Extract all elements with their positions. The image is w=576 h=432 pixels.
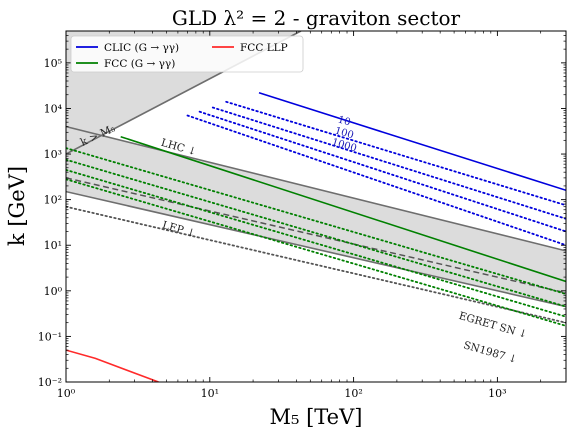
x-tick-label: 10⁰ [57, 387, 76, 400]
legend-label: CLIC (G → γγ) [104, 42, 179, 54]
x-axis-title: M₅ [TeV] [270, 405, 363, 429]
y-tick-label: 10³ [44, 148, 62, 161]
series-line-4 [66, 205, 566, 324]
x-tick-label: 10³ [488, 387, 506, 400]
series-line-11 [66, 147, 566, 295]
legend-label: FCC LLP [240, 42, 288, 54]
series-line-14 [66, 178, 566, 327]
x-tick-label: 10² [344, 387, 362, 400]
annotation-6: 100 [333, 126, 354, 142]
series-line-10 [120, 135, 566, 283]
series-line-6 [225, 100, 566, 207]
plot-area [66, 31, 566, 382]
y-tick-label: 10¹ [44, 239, 62, 252]
y-tick-label: 10⁻² [38, 376, 62, 389]
series-line-8 [198, 110, 566, 233]
annotation-5: 10 [336, 114, 351, 128]
legend-label: FCC (G → γγ) [104, 58, 175, 70]
series-line-15 [66, 349, 159, 382]
legend-box [70, 35, 304, 73]
x-tick-label: 10¹ [201, 387, 219, 400]
series-line-3 [66, 177, 566, 294]
series-line-7 [211, 106, 566, 220]
y-tick-label: 10⁻¹ [38, 330, 62, 343]
series-line-1 [66, 125, 566, 252]
series-line-13 [66, 168, 566, 318]
series-line-12 [66, 158, 566, 308]
series-line-2 [66, 190, 566, 308]
region-lhc-lep-band [66, 126, 566, 307]
y-tick-label: 10² [44, 194, 62, 207]
y-axis-title: k [GeV] [5, 166, 29, 246]
y-tick-label: 10⁵ [44, 57, 62, 70]
series-line-5 [258, 92, 566, 192]
y-tick-label: 10⁴ [44, 102, 63, 115]
chart-title: GLD λ² = 2 - graviton sector [172, 6, 461, 30]
series-line-9 [186, 114, 566, 247]
y-tick-label: 10⁰ [44, 285, 63, 298]
legend: CLIC (G → γγ) FCC (G → γγ) FCC LLP [70, 35, 304, 73]
